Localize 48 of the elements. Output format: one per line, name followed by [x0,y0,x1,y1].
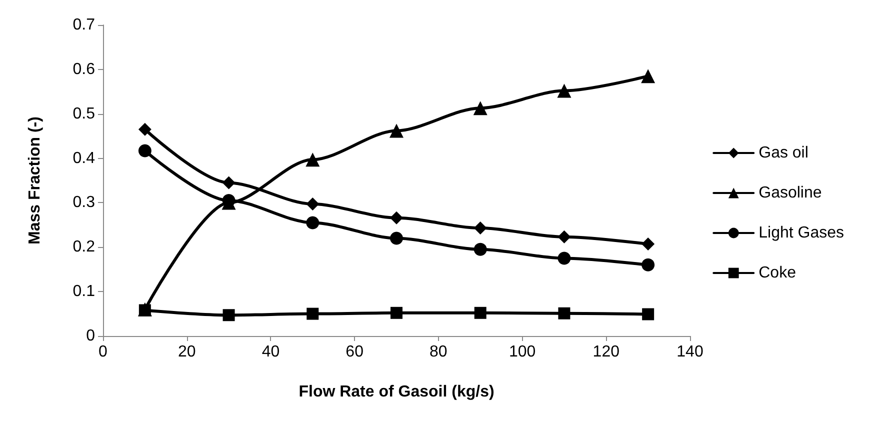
point [306,216,320,230]
legend-label: Light Gases [758,224,844,242]
y-tick-label: 0 [86,328,96,344]
point [642,308,654,320]
x-tick-label: 60 [346,344,364,360]
point [390,124,404,138]
point [390,232,403,245]
y-axis-title: Mass Fraction (-) [26,116,44,245]
point [306,152,320,167]
point [474,306,486,319]
legend-label: Gas oil [758,144,808,162]
y-tick-label: 0.6 [72,60,96,78]
x-tick-label: 140 [676,344,704,360]
y-tick-label: 0.1 [72,283,96,300]
point [306,308,319,320]
point [558,307,570,320]
point [474,222,487,235]
y-tick-label: 0.7 [72,16,96,34]
point [558,252,571,265]
x-axis-title: Flow Rate of Gasoil (kg/s) [298,384,494,400]
point [306,198,320,211]
point [473,101,488,116]
legend-label: Coke [758,264,796,282]
y-tick-label: 0.3 [72,194,96,212]
point [641,69,656,84]
point [138,304,151,316]
point [642,238,655,251]
point [138,122,152,136]
point [390,211,403,224]
point [138,144,152,158]
point [222,194,236,207]
point [390,306,402,319]
point [642,258,655,272]
point [558,230,571,244]
x-tick-label: 0 [98,344,108,360]
point [557,84,572,98]
point [474,242,487,256]
x-tick-label: 80 [430,344,448,360]
y-tick-label: 0.2 [72,238,96,256]
legend-label: Gasoline [758,184,822,202]
point [222,309,235,322]
x-tick-label: 20 [178,344,196,360]
y-tick-label: 0.5 [72,105,96,122]
y-tick-label: 0.4 [72,150,96,167]
point [222,176,236,190]
x-tick-label: 120 [592,344,620,360]
x-tick-label: 100 [508,344,536,360]
x-tick-label: 40 [262,344,280,360]
